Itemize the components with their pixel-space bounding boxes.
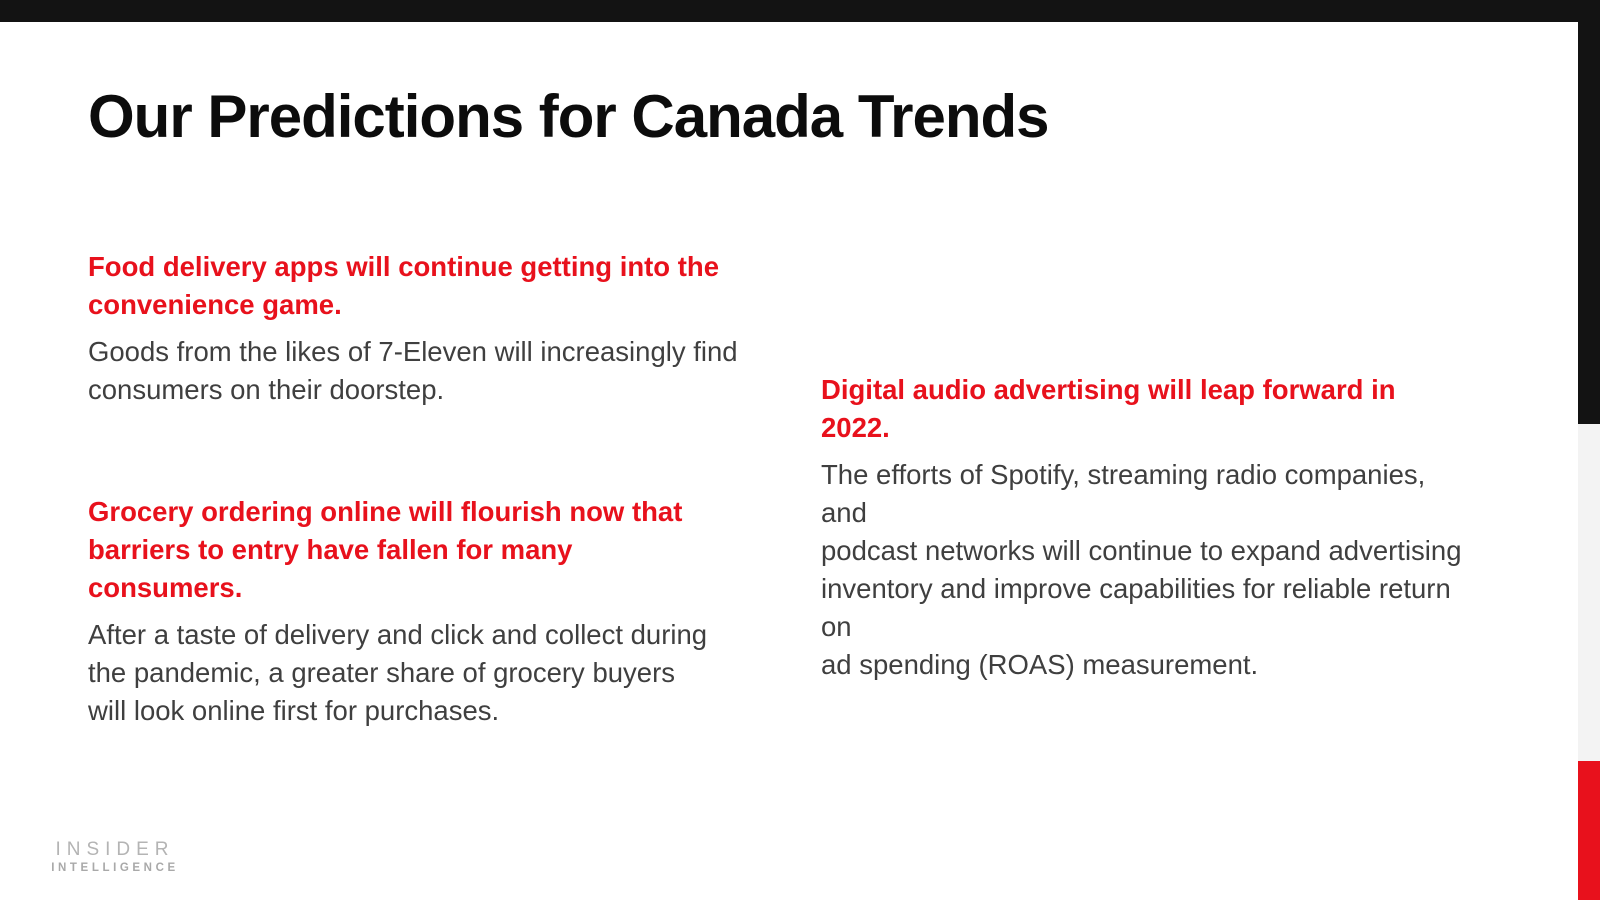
stripe-segment-gray xyxy=(1578,424,1600,761)
prediction-body: Goods from the likes of 7-Eleven will in… xyxy=(88,336,738,405)
prediction-block-food-delivery: Food delivery apps will continue getting… xyxy=(88,248,753,409)
prediction-heading: Grocery ordering online will flourish no… xyxy=(88,496,683,603)
stripe-segment-black xyxy=(1578,22,1600,424)
insider-intelligence-logo: INSIDER INTELLIGENCE xyxy=(25,839,205,876)
prediction-body: After a taste of delivery and click and … xyxy=(88,619,708,726)
prediction-block-grocery: Grocery ordering online will flourish no… xyxy=(88,493,753,730)
side-accent-stripe xyxy=(1578,22,1600,900)
prediction-heading: Food delivery apps will continue getting… xyxy=(88,251,719,320)
prediction-body: The efforts of Spotify, streaming radio … xyxy=(821,459,1462,680)
prediction-heading: Digital audio advertising will leap forw… xyxy=(821,374,1396,443)
logo-line-intelligence: INTELLIGENCE xyxy=(51,862,179,874)
stripe-segment-red xyxy=(1578,761,1600,900)
top-accent-bar xyxy=(0,0,1600,22)
prediction-block-digital-audio: Digital audio advertising will leap forw… xyxy=(821,371,1466,684)
logo-line-insider: INSIDER xyxy=(55,839,175,860)
page-title: Our Predictions for Canada Trends xyxy=(88,83,1050,150)
